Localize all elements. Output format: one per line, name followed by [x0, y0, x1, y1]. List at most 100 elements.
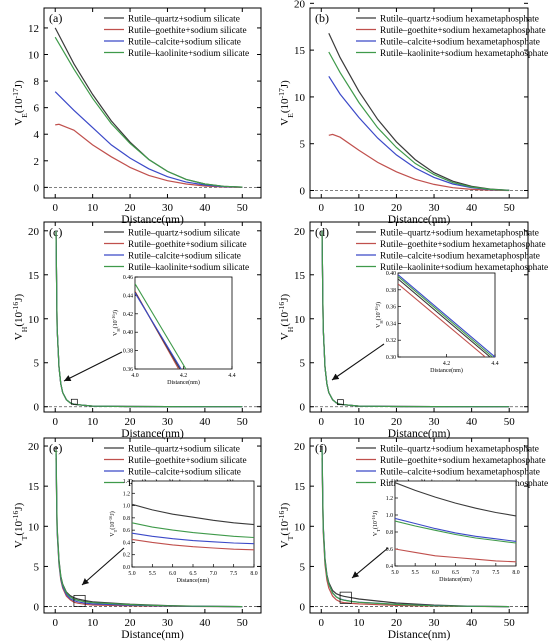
inset-x-tick-label: 6.5 [189, 571, 196, 577]
y-axis-label: VT(10-16J) [11, 502, 29, 548]
y-tick-label: 5 [34, 561, 40, 573]
x-axis-label: Distance(nm) [121, 629, 184, 641]
panel-b: 0 10 20 30 40 5005101520Distance(nm)VE(10-17J… [277, 0, 549, 226]
y-tick-label: 5 [300, 561, 306, 573]
inset-series-line-calcite [398, 274, 495, 357]
inset-x-tick-label: 4.2 [180, 373, 187, 379]
y-tick-label: 0 [300, 186, 306, 198]
x-axis-label: Distance(nm) [388, 629, 451, 641]
inset-x-axis-label: Distance(nm) [177, 577, 210, 584]
y-tick-label: 8 [34, 76, 40, 88]
inset-y-axis-label-part: -16 [108, 515, 113, 522]
inset-x-tick-label: 5.0 [128, 571, 135, 577]
panel-label: (f) [315, 441, 327, 455]
zoom-arrow [63, 351, 123, 382]
legend-entry: Rutile–calcite+sodium hexametaphosphate [380, 252, 540, 262]
panel-label: (a) [49, 11, 62, 25]
y-axis-label-part: T [20, 535, 29, 540]
y-axis-label-part: (10 [279, 312, 291, 327]
inset-y-axis-label-part: T [113, 529, 118, 532]
x-tick-label: 0 [319, 416, 325, 428]
x-tick-label: 30 [162, 416, 174, 428]
x-tick-label: 40 [199, 617, 211, 629]
inset-y-tick-label: 0.4 [386, 564, 393, 570]
y-axis-label: VT(10-16J) [277, 502, 295, 548]
y-tick-label: 15 [28, 270, 40, 282]
inset-x-tick-label: 6.5 [452, 570, 459, 576]
inset-y-axis-label-part: (10 [375, 312, 382, 320]
y-tick-label: 20 [294, 0, 306, 10]
x-tick-label: 0 [52, 617, 58, 629]
inset: 4.2 4.4 0.30 0.32 0.34 0.36 0.38 0.40 Distance(n… [374, 271, 499, 374]
zoom-arrow [331, 343, 385, 381]
y-tick-label: 0 [34, 182, 40, 194]
panel-c: 0 10 20 30 40 5005101520Distance(nm)VH(10-16J… [11, 221, 262, 440]
y-tick-label: 15 [28, 481, 40, 493]
inset-series-line-calcite [395, 517, 516, 542]
x-axis-label: Distance(nm) [121, 428, 184, 440]
inset-series-line-goethite [395, 548, 516, 563]
legend-entry: Rutile–quartz+sodium silicate [128, 229, 240, 239]
zoom-region-box [73, 594, 86, 607]
legend-entry: Rutile–kaolinite+sodium hexametaphosphat… [380, 49, 548, 59]
legend-entry: Rutile–calcite+sodium hexametaphosphate [380, 468, 540, 478]
series-line-calcite [328, 75, 510, 191]
x-tick-label: 40 [199, 202, 211, 214]
series-line-kaolinite [55, 230, 243, 408]
y-axis-label-part: -16 [277, 511, 286, 521]
inset-y-axis-label-part: V [113, 331, 119, 336]
x-tick-label: 20 [391, 202, 403, 214]
inset-y-tick-label: 1.0 [123, 504, 130, 510]
legend-entry: Rutile–calcite+sodium silicate [128, 38, 241, 48]
inset-x-tick-label: 4.0 [131, 373, 138, 379]
panel-f: 0 10 20 30 40 5005101520Distance(nm)VT(10-16J… [277, 437, 548, 641]
y-tick-label: 10 [28, 521, 40, 533]
y-axis-label-part: E [286, 113, 295, 118]
legend-entry: Rutile–calcite+sodium silicate [128, 252, 241, 262]
inset-y-axis-label-part: J) [372, 511, 379, 515]
plot-frame [309, 221, 529, 413]
zoom-region-box [337, 399, 344, 406]
x-tick-label: 50 [237, 617, 249, 629]
y-tick-label: 0 [34, 402, 40, 414]
y-axis-label-part: V [279, 118, 291, 126]
inset-x-tick-label: 4.2 [443, 361, 450, 367]
series-line-goethite [328, 133, 510, 192]
inset-y-tick-label: 0.40 [123, 330, 133, 336]
x-axis-label: Distance(nm) [121, 214, 184, 226]
inset-y-axis-label: VH(10-16J) [111, 310, 121, 336]
x-tick-label: 40 [466, 202, 478, 214]
inset-y-axis-label-part: V [376, 323, 382, 328]
y-axis-label-part: (10 [279, 98, 291, 113]
inset-y-axis-label-part: -16 [371, 514, 376, 521]
inset-y-tick-label: 0.38 [123, 349, 133, 355]
zoom-region-box [339, 591, 352, 604]
inset-series-line-kaolinite [398, 275, 493, 357]
legend-entry: Rutile–quartz+sodium silicate [128, 445, 240, 455]
y-tick-label: 4 [34, 129, 40, 141]
inset-x-tick-label: 8.0 [250, 571, 257, 577]
legend: Rutile–quartz+sodium hexametaphosphate Ru… [356, 229, 548, 273]
y-axis-label: VE(10-17J) [277, 80, 295, 126]
inset-x-tick-label: 5.5 [149, 571, 156, 577]
inset-y-axis-label-part: T [376, 529, 381, 532]
y-axis-label-part: (10 [13, 312, 25, 327]
x-tick-label: 0 [319, 617, 325, 629]
y-tick-label: 15 [294, 45, 306, 57]
inset-x-tick-label: 7.0 [472, 570, 479, 576]
inset-y-tick-label: 0.8 [123, 516, 130, 522]
legend-entry: Rutile–quartz+sodium hexametaphosphate [380, 229, 539, 239]
inset-y-axis-label-part: J) [375, 302, 382, 306]
inset-y-axis-label-part: -16 [111, 314, 116, 321]
inset-x-tick-label: 7.0 [210, 571, 217, 577]
inset-y-axis-label-part: V [373, 531, 379, 536]
inset-y-tick-label: 0.8 [386, 530, 393, 536]
zoom-arrow [351, 547, 389, 579]
y-tick-label: 0 [34, 602, 40, 614]
inset-series-line-kaolinite [135, 283, 187, 369]
inset-y-tick-label: 0.6 [386, 547, 393, 553]
y-tick-label: 5 [300, 358, 306, 370]
x-tick-label: 20 [125, 416, 137, 428]
inset-y-tick-label: 0.46 [123, 275, 133, 281]
inset-x-tick-label: 5.0 [391, 570, 398, 576]
